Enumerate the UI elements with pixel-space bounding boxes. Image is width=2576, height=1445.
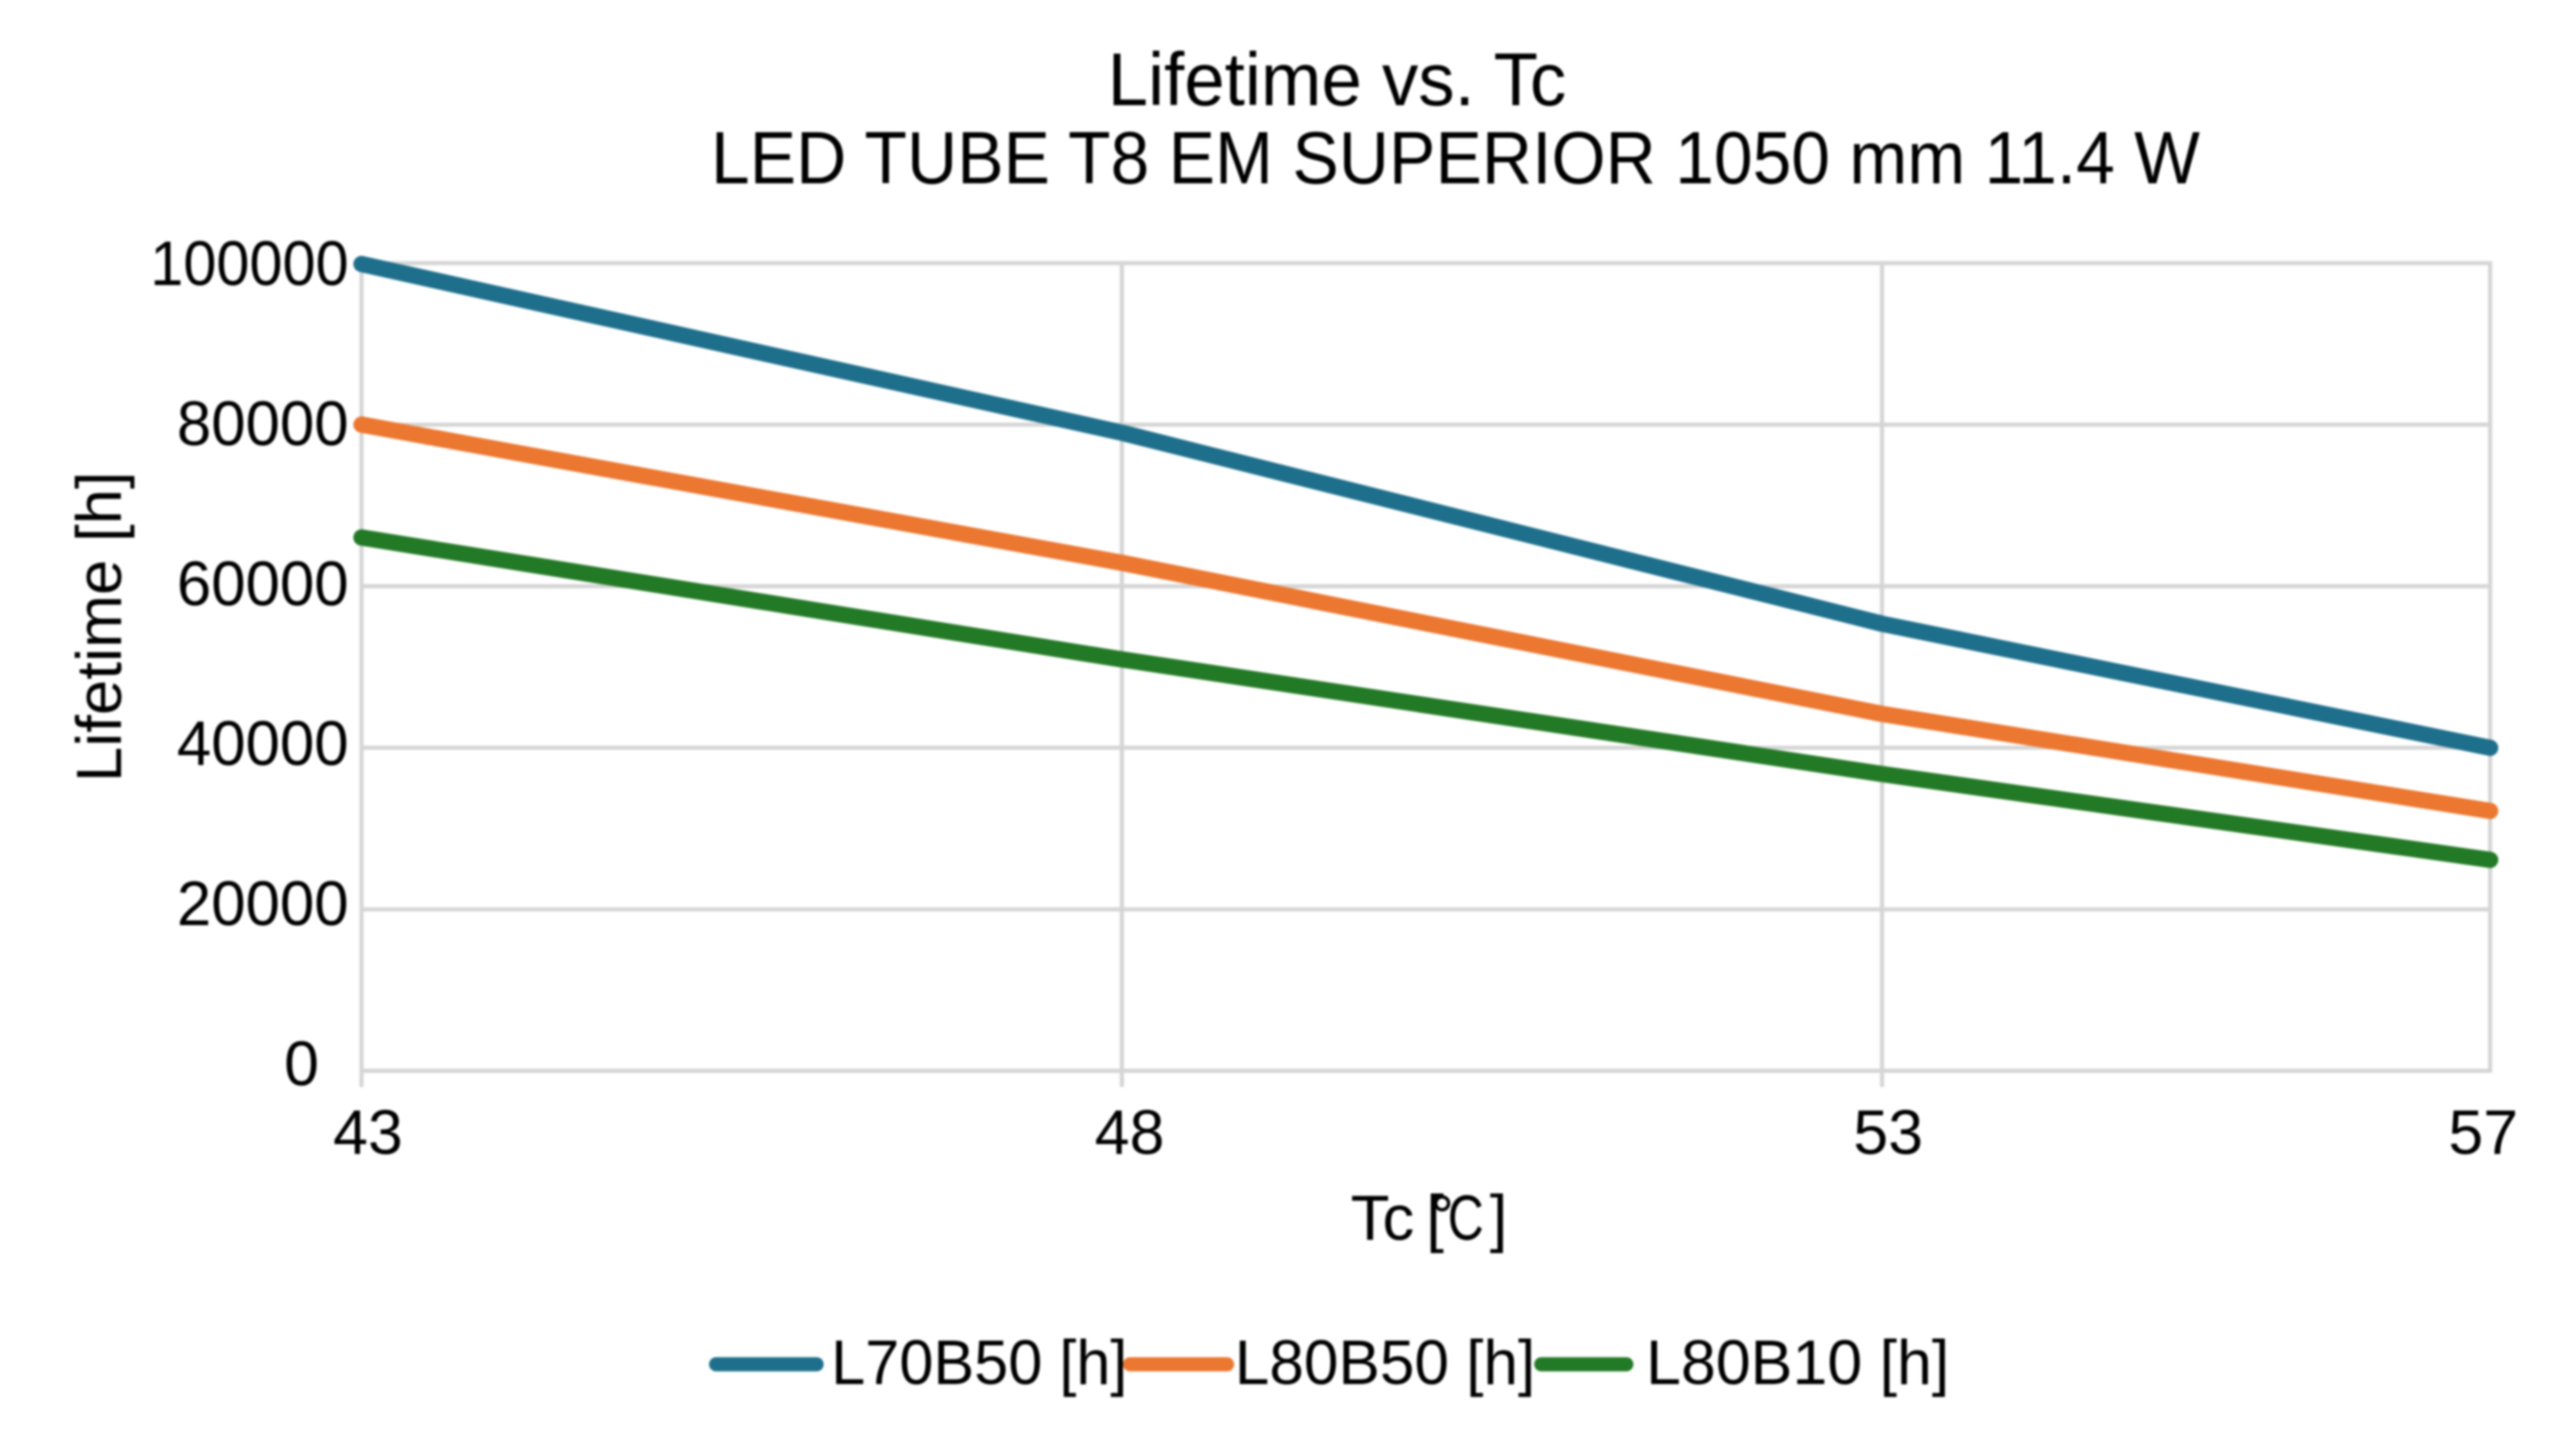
- svg-text:40000: 40000: [177, 709, 349, 779]
- svg-text:53: 53: [1853, 1098, 1923, 1168]
- svg-text:20000: 20000: [177, 870, 349, 939]
- svg-text:Lifetime [h]: Lifetime [h]: [64, 471, 135, 782]
- svg-text:43: 43: [333, 1098, 403, 1168]
- svg-text:L80B10 [h]: L80B10 [h]: [1646, 1328, 1949, 1398]
- svg-text:48: 48: [1095, 1098, 1164, 1168]
- svg-text:LED TUBE T8 EM SUPERIOR 1050 m: LED TUBE T8 EM SUPERIOR 1050 mm 11.4 W: [711, 118, 2200, 200]
- svg-text:80000: 80000: [177, 389, 349, 458]
- svg-text:L70B50 [h]: L70B50 [h]: [831, 1328, 1127, 1398]
- svg-text:[: [: [1426, 1182, 1444, 1254]
- svg-text:L80B50 [h]: L80B50 [h]: [1235, 1328, 1535, 1398]
- svg-text:0: 0: [284, 1029, 319, 1099]
- svg-text:100000: 100000: [150, 229, 349, 299]
- svg-text:]: ]: [1490, 1182, 1508, 1254]
- svg-text:Lifetime vs. Tc: Lifetime vs. Tc: [1108, 39, 1566, 122]
- svg-text:57: 57: [2448, 1098, 2518, 1168]
- svg-text:C: C: [1448, 1182, 1484, 1254]
- svg-text:Tc: Tc: [1351, 1182, 1414, 1254]
- svg-text:60000: 60000: [177, 549, 349, 619]
